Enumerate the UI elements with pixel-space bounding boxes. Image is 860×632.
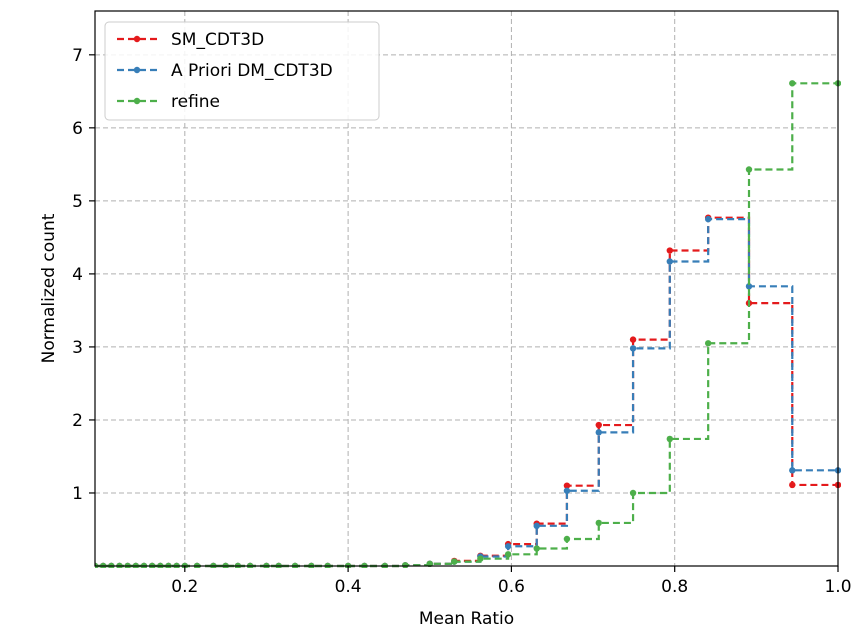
data-point	[477, 555, 484, 562]
x-tick-label: 1.0	[824, 577, 851, 597]
y-tick-label: 2	[72, 411, 83, 431]
data-point	[629, 489, 637, 497]
legend-item: SM_CDT3D	[117, 30, 264, 50]
data-point	[629, 336, 637, 343]
data-point	[563, 487, 571, 494]
x-tick-label: 0.2	[171, 577, 198, 597]
data-point	[451, 558, 458, 565]
legend-label: A Priori DM_CDT3D	[171, 61, 333, 81]
data-point	[704, 215, 712, 223]
y-tick-label: 3	[72, 338, 83, 358]
data-point	[533, 545, 540, 552]
y-tick-label: 6	[72, 119, 83, 139]
data-point	[533, 522, 540, 530]
data-point	[595, 429, 602, 436]
data-point	[504, 543, 512, 550]
data-point	[745, 283, 753, 290]
data-point	[595, 421, 602, 429]
data-point	[789, 80, 796, 87]
x-axis-label: Mean Ratio	[419, 609, 514, 629]
legend-label: refine	[171, 92, 220, 112]
y-tick-label: 5	[72, 192, 83, 212]
data-point	[666, 258, 674, 265]
data-point	[629, 345, 637, 352]
data-point	[704, 340, 712, 347]
data-point	[666, 435, 674, 443]
data-point	[563, 482, 571, 489]
plot-frame	[94, 10, 839, 567]
y-axis: 1 2 3 4 5 6 7	[72, 46, 95, 504]
x-tick-label: 0.8	[661, 577, 688, 597]
data-point	[402, 562, 409, 568]
y-tick-label: 7	[72, 46, 83, 66]
y-axis-label: Normalized count	[39, 213, 59, 363]
x-tick-label: 0.6	[498, 577, 525, 597]
data-point	[595, 519, 602, 527]
legend-label: SM_CDT3D	[171, 30, 264, 50]
y-tick-label: 1	[72, 484, 83, 504]
legend-item: A Priori DM_CDT3D	[117, 61, 333, 81]
data-point	[745, 166, 753, 173]
data-point	[789, 467, 796, 474]
legend-marker	[133, 35, 141, 43]
data-point	[666, 247, 674, 254]
legend-box	[104, 21, 380, 121]
legend-marker	[133, 66, 141, 74]
data-point	[504, 551, 512, 558]
data-point	[789, 481, 796, 489]
legend-item: refine	[117, 92, 220, 112]
x-axis: 0.2 0.4 0.6 0.8 1.0	[171, 566, 852, 597]
data-point	[563, 535, 571, 543]
legend-marker	[133, 97, 141, 105]
y-tick-label: 4	[72, 265, 83, 285]
x-tick-label: 0.4	[335, 577, 362, 597]
